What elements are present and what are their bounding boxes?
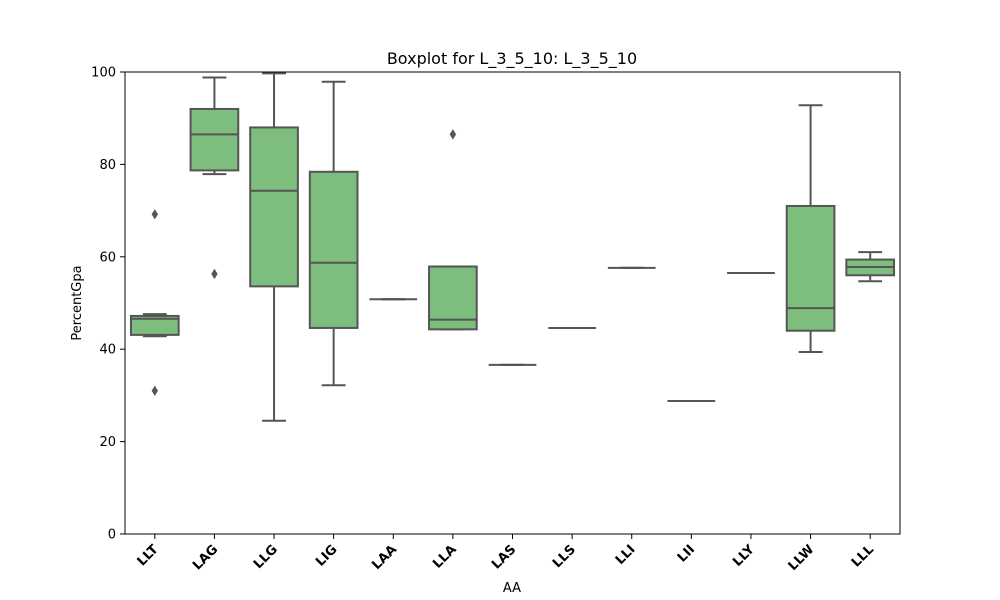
x-axis-label: AA: [503, 581, 521, 596]
y-tick-label: 40: [99, 343, 116, 358]
y-axis: 0 20 40 60 80 100: [91, 66, 125, 543]
x-tick-label: LLI: [613, 542, 639, 568]
y-tick-label: 100: [91, 66, 116, 81]
x-tick-label: LAS: [489, 542, 519, 572]
box-lag: [189, 76, 240, 280]
x-tick-label: LII: [675, 542, 698, 565]
x-tick-label: LLW: [786, 542, 818, 574]
x-tick-label: LLS: [550, 542, 579, 571]
x-tick-label: LLG: [251, 542, 281, 572]
box-lig: [308, 80, 359, 387]
box-llw: [785, 104, 836, 353]
y-tick-label: 60: [99, 250, 116, 265]
box-llg: [249, 72, 299, 422]
x-tick-label: LLA: [430, 542, 459, 571]
outlier-point: [151, 385, 159, 396]
x-tick-label: LAA: [369, 542, 400, 573]
outlier-point: [211, 268, 218, 280]
y-tick-label: 80: [99, 158, 116, 173]
box-body: [249, 126, 299, 288]
x-tick-label: LIG: [313, 542, 340, 569]
x-tick-label: LLT: [135, 542, 162, 569]
x-tick-label: LLL: [849, 542, 877, 570]
plot-area: [124, 71, 901, 535]
box-body: [308, 170, 359, 329]
x-tick-label: LLY: [730, 542, 758, 570]
chart-title: Boxplot for L_3_5_10: L_3_5_10: [387, 49, 637, 69]
x-tick-label: LAG: [190, 542, 221, 573]
box-lll: [845, 251, 896, 283]
outlier-point: [151, 209, 159, 220]
box-llt: [129, 209, 180, 396]
box-body: [129, 314, 180, 336]
outlier-point: [449, 129, 457, 140]
y-tick-label: 0: [108, 528, 116, 543]
plot-frame: [124, 71, 901, 535]
box-body: [189, 107, 240, 172]
box-body: [785, 204, 836, 332]
x-axis: LLT LAG LLG LIG LAA LLA LAS LLS LLI LII LLY LLW LLL: [135, 534, 877, 574]
y-axis-label: PercentGpa: [70, 265, 85, 340]
box-lla: [428, 129, 478, 331]
y-tick-label: 20: [99, 435, 116, 450]
